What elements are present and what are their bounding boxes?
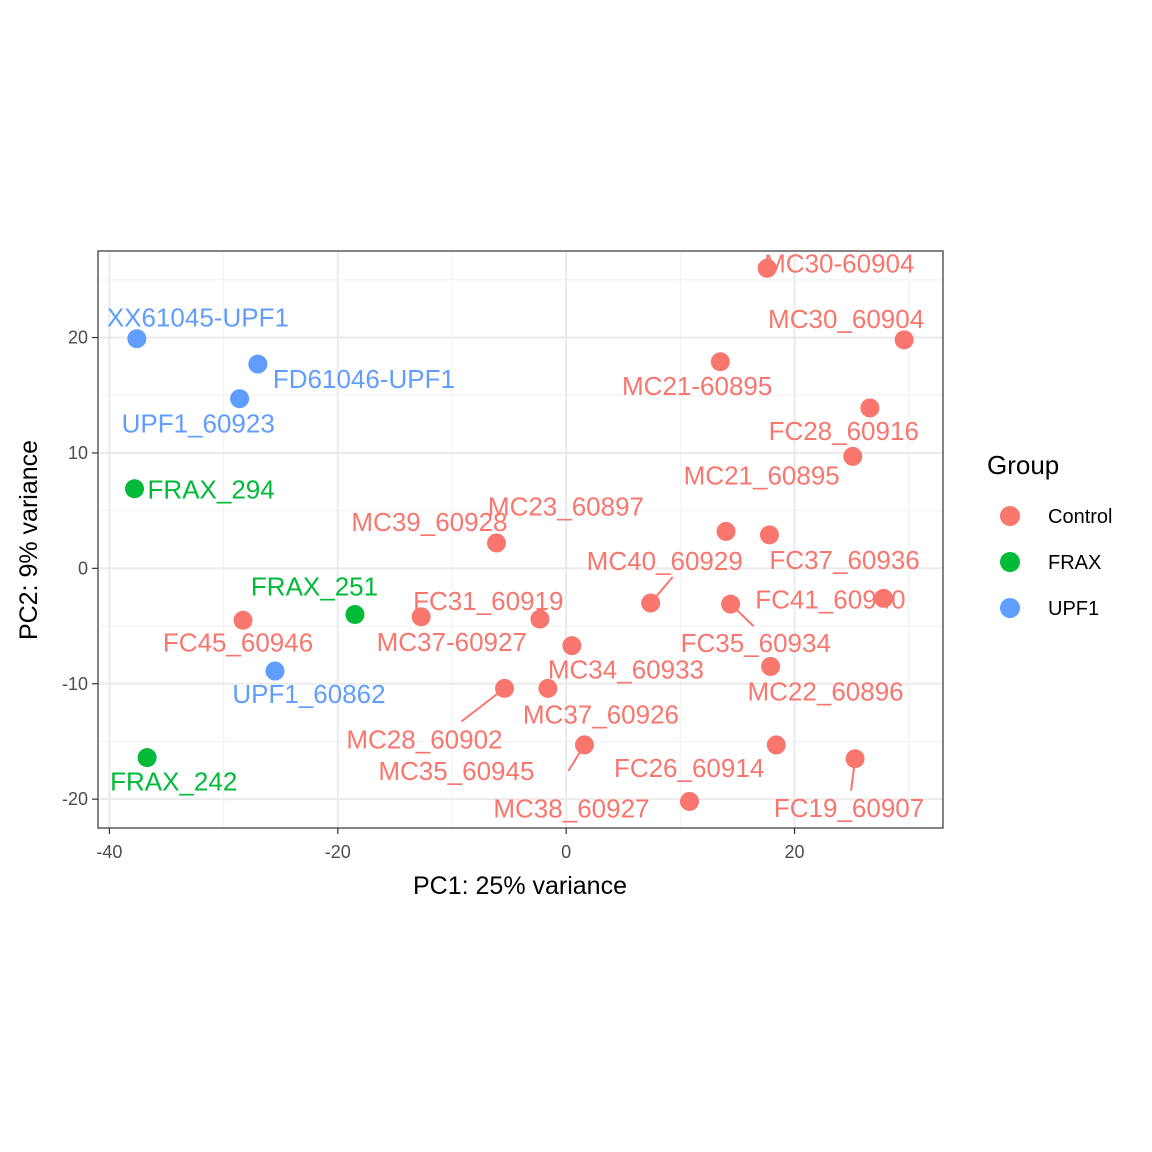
point-label-fc19_60907: FC19_60907 [774, 793, 924, 823]
point-label-mc40_60929: MC40_60929 [587, 546, 743, 576]
point-label-mc39_60928: MC39_60928 [351, 507, 507, 537]
point-label-fc45_60946: FC45_60946 [163, 627, 313, 657]
point-labels: XX61045-UPF1 FD61046-UPF1 UPF1_60923 UPF1_6… [107, 248, 924, 823]
point-label-mc23_60897: MC23_60897 [488, 491, 644, 521]
data-point-fc26_60914 [766, 735, 786, 755]
x-axis: -40 -20 0 20 [96, 828, 805, 862]
point-label-fc41_60940: FC41_60940 [755, 584, 905, 614]
legend-label-upf1: UPF1 [1048, 598, 1099, 620]
x-tick-label: -20 [325, 842, 351, 862]
point-label-mc30-60904: MC30-60904 [764, 248, 914, 278]
point-label-mc21-60895: MC21-60895 [622, 371, 772, 401]
point-label-fc37_60936: FC37_60936 [769, 545, 919, 575]
y-tick-label: -20 [62, 789, 88, 809]
point-label-mc28_60902: MC28_60902 [346, 724, 502, 754]
point-label-mc37_60926: MC37_60926 [523, 699, 679, 729]
point-label-frax_251: FRAX_251 [251, 572, 378, 602]
data-point-upf1_60862 [265, 661, 285, 681]
data-points [125, 258, 914, 811]
legend-key-upf1 [1000, 598, 1020, 618]
legend-key-frax [1000, 552, 1020, 572]
data-point-upf1_60923 [230, 389, 250, 409]
point-label-fc35_60934: FC35_60934 [681, 628, 831, 658]
x-tick-label: 20 [785, 842, 805, 862]
data-point-mc35_60945 [574, 735, 594, 755]
data-point-mc22_60896 [761, 656, 781, 676]
legend: Group Control FRAX UPF1 [987, 450, 1112, 620]
y-tick-label: 20 [68, 328, 88, 348]
point-label-mc34_60933: MC34_60933 [548, 655, 704, 685]
legend-key-control [1000, 506, 1020, 526]
data-point-frax_294 [125, 479, 145, 499]
data-point-frax_251 [345, 605, 365, 625]
y-axis: -20 -10 0 10 20 [62, 328, 98, 809]
point-label-frax_242: FRAX_242 [110, 767, 237, 797]
data-point-fc19_60907 [845, 749, 865, 769]
data-point-fd61046-upf1 [248, 354, 268, 374]
data-point-fc31_60919 [411, 607, 431, 627]
y-tick-label: 10 [68, 443, 88, 463]
data-point-mc28_60902 [495, 678, 515, 698]
point-label-frax_294: FRAX_294 [148, 475, 275, 505]
data-point-xx61045-upf1 [127, 329, 147, 349]
data-point-mc40_60929 [641, 593, 661, 613]
point-label-mc37-60927: MC37-60927 [377, 627, 527, 657]
y-axis-title: PC2: 9% variance [15, 440, 43, 640]
point-label-fc28_60916: FC28_60916 [769, 416, 919, 446]
data-point-fc41_60940 [874, 588, 894, 608]
data-point-mc34_60933 [562, 636, 582, 656]
point-label-mc30_60904: MC30_60904 [768, 304, 924, 334]
data-point-fc28_60916 [860, 398, 880, 418]
x-axis-title: PC1: 25% variance [413, 872, 627, 900]
point-label-xx61045-upf1: XX61045-UPF1 [107, 303, 289, 333]
plot-panel-background [98, 251, 943, 828]
data-point-mc23_60897 [716, 521, 736, 541]
data-point-mc21_60895 [843, 446, 863, 466]
point-label-mc35_60945: MC35_60945 [378, 756, 534, 786]
grid-major [98, 251, 943, 828]
y-tick-label: -10 [62, 674, 88, 694]
data-point-mc30-60904 [757, 258, 777, 278]
legend-label-frax: FRAX [1048, 552, 1101, 574]
data-point-fc35_60934 [721, 594, 741, 614]
data-point-mc38_60927 [680, 791, 699, 811]
point-label-fc26_60914: FC26_60914 [614, 753, 764, 783]
legend-title: Group [987, 450, 1059, 480]
point-label-upf1_60862: UPF1_60862 [232, 679, 385, 709]
data-point-mc37_60926 [538, 678, 558, 698]
point-label-mc21_60895: MC21_60895 [684, 460, 840, 490]
legend-label-control: Control [1048, 506, 1112, 528]
point-label-mc38_60927: MC38_60927 [493, 793, 649, 823]
plot-panel-border [97, 250, 944, 829]
data-point-fc45_60946 [233, 610, 253, 630]
point-label-mc22_60896: MC22_60896 [748, 676, 904, 706]
data-point-mc37-60927 [530, 609, 550, 629]
data-point-frax_242 [137, 748, 157, 768]
data-point-fc37_60936 [759, 525, 779, 545]
data-point-mc30_60904 [894, 330, 914, 350]
data-point-mc21-60895 [710, 352, 730, 372]
point-label-fd61046-upf1: FD61046-UPF1 [273, 364, 455, 394]
x-tick-label: -40 [96, 842, 122, 862]
point-label-upf1_60923: UPF1_60923 [122, 409, 275, 439]
point-label-fc31_60919: FC31_60919 [413, 586, 563, 616]
data-point-mc39_60928 [487, 533, 507, 553]
x-tick-label: 0 [561, 842, 571, 862]
y-tick-label: 0 [78, 558, 88, 578]
